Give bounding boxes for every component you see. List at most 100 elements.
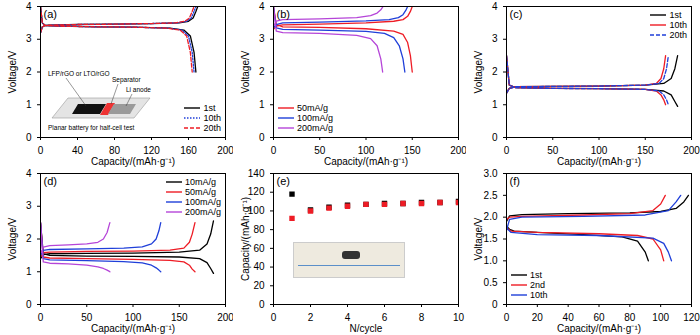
- svg-text:0.5: 0.5: [484, 277, 498, 288]
- svg-text:40: 40: [72, 145, 84, 156]
- svg-text:50: 50: [547, 145, 559, 156]
- svg-text:40: 40: [253, 261, 265, 272]
- svg-text:160: 160: [180, 145, 197, 156]
- svg-text:100: 100: [652, 312, 669, 323]
- svg-text:Capacity/(mAh·g⁻¹): Capacity/(mAh·g⁻¹): [557, 156, 641, 167]
- svg-text:1: 1: [26, 99, 32, 110]
- svg-text:100: 100: [358, 145, 375, 156]
- svg-text:120: 120: [248, 186, 265, 197]
- svg-text:4: 4: [492, 1, 498, 12]
- svg-text:60: 60: [593, 312, 605, 323]
- svg-text:6: 6: [382, 312, 388, 323]
- svg-text:1: 1: [259, 99, 265, 110]
- svg-text:0: 0: [504, 312, 510, 323]
- svg-text:3: 3: [26, 200, 32, 211]
- svg-text:150: 150: [171, 312, 188, 323]
- svg-text:Voltage/V: Voltage/V: [473, 50, 484, 93]
- svg-text:0: 0: [504, 145, 510, 156]
- svg-text:200: 200: [683, 145, 700, 156]
- svg-text:100: 100: [247, 205, 265, 217]
- svg-text:Voltage/V: Voltage/V: [7, 217, 18, 260]
- svg-text:4: 4: [259, 1, 265, 12]
- svg-text:(b): (b): [277, 8, 290, 20]
- svg-text:Li anode: Li anode: [126, 86, 151, 93]
- svg-text:1: 1: [26, 266, 32, 277]
- html-text:10th: 10th: [669, 20, 687, 30]
- svg-text:60: 60: [253, 243, 265, 254]
- svg-text:3: 3: [259, 33, 265, 44]
- svg-text:Voltage/V: Voltage/V: [7, 50, 18, 93]
- svg-text:0: 0: [26, 132, 32, 143]
- svg-text:(f): (f): [510, 175, 520, 187]
- svg-text:0: 0: [26, 299, 32, 310]
- html-text:10th: 10th: [203, 113, 221, 123]
- svg-text:0: 0: [492, 299, 498, 310]
- html-text:200mA/g: 200mA/g: [297, 123, 333, 133]
- svg-text:100: 100: [125, 312, 142, 323]
- svg-text:140: 140: [248, 168, 265, 179]
- svg-text:2.5: 2.5: [484, 190, 498, 201]
- html-text:1st: 1st: [203, 103, 216, 113]
- svg-text:4: 4: [345, 312, 351, 323]
- svg-text:200: 200: [217, 312, 234, 323]
- svg-text:Capacity/(mAh·g⁻¹): Capacity/(mAh·g⁻¹): [91, 323, 175, 334]
- svg-text:0: 0: [259, 132, 265, 143]
- svg-text:2: 2: [26, 66, 32, 77]
- svg-text:(a): (a): [44, 8, 57, 20]
- html-text:1st: 1st: [669, 10, 682, 20]
- svg-text:50: 50: [81, 312, 93, 323]
- svg-text:0: 0: [271, 145, 277, 156]
- svg-text:Separator: Separator: [112, 76, 141, 84]
- svg-text:80: 80: [253, 224, 265, 235]
- svg-text:0: 0: [38, 312, 44, 323]
- html-text:50mA/g: 50mA/g: [297, 103, 328, 113]
- svg-text:Capacity/(mAh·g⁻¹): Capacity/(mAh·g⁻¹): [240, 197, 251, 281]
- svg-text:10: 10: [453, 312, 465, 323]
- svg-text:2: 2: [259, 66, 265, 77]
- svg-text:3: 3: [492, 33, 498, 44]
- svg-text:0: 0: [259, 299, 265, 310]
- svg-text:80: 80: [109, 145, 121, 156]
- svg-text:1.5: 1.5: [484, 233, 498, 244]
- html-text:100mA/g: 100mA/g: [297, 113, 333, 123]
- svg-text:100: 100: [591, 145, 608, 156]
- svg-text:8: 8: [419, 312, 425, 323]
- svg-text:3: 3: [26, 33, 32, 44]
- svg-text:50: 50: [314, 145, 326, 156]
- svg-text:N/cycle: N/cycle: [350, 323, 383, 334]
- svg-text:Capacity/(mAh·g⁻¹): Capacity/(mAh·g⁻¹): [91, 156, 175, 167]
- svg-text:2: 2: [26, 233, 32, 244]
- svg-text:0: 0: [492, 132, 498, 143]
- svg-text:Voltage/V: Voltage/V: [240, 50, 251, 93]
- svg-text:0: 0: [38, 145, 44, 156]
- svg-text:(d): (d): [44, 175, 57, 187]
- svg-text:120: 120: [683, 312, 700, 323]
- svg-text:(e): (e): [277, 175, 290, 187]
- svg-text:2: 2: [308, 312, 314, 323]
- html-text:20th: 20th: [669, 30, 687, 40]
- svg-text:200: 200: [450, 145, 467, 156]
- svg-text:200: 200: [217, 145, 234, 156]
- svg-text:40: 40: [563, 312, 575, 323]
- svg-text:120: 120: [143, 145, 160, 156]
- svg-text:LFP/rGO or LTO/rGO: LFP/rGO or LTO/rGO: [48, 70, 110, 77]
- svg-text:20: 20: [253, 280, 265, 291]
- html-text:20th: 20th: [203, 123, 221, 133]
- svg-text:4: 4: [26, 1, 32, 12]
- svg-text:Capacity/(mAh·g⁻¹): Capacity/(mAh·g⁻¹): [324, 156, 408, 167]
- svg-text:Capacity/(mAh·g⁻¹): Capacity/(mAh·g⁻¹): [557, 323, 641, 334]
- svg-text:1.0: 1.0: [484, 255, 498, 266]
- svg-text:3.0: 3.0: [484, 168, 498, 179]
- svg-text:80: 80: [624, 312, 636, 323]
- svg-text:20: 20: [532, 312, 544, 323]
- svg-text:150: 150: [637, 145, 654, 156]
- svg-text:(c): (c): [510, 8, 523, 20]
- svg-text:0: 0: [271, 312, 277, 323]
- svg-text:Planar battery for half-cell t: Planar battery for half-cell test: [48, 124, 135, 132]
- svg-text:4: 4: [26, 168, 32, 179]
- svg-text:2: 2: [492, 66, 498, 77]
- svg-text:1: 1: [492, 99, 498, 110]
- svg-text:Voltage/V: Voltage/V: [473, 217, 484, 260]
- svg-text:150: 150: [404, 145, 421, 156]
- svg-text:2.0: 2.0: [484, 211, 498, 222]
